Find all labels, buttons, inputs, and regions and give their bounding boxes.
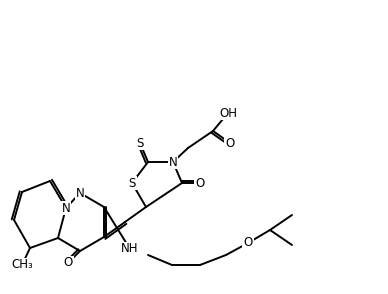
- Text: O: O: [196, 176, 204, 190]
- Text: O: O: [243, 236, 253, 250]
- Text: N: N: [169, 156, 177, 168]
- Text: O: O: [225, 136, 235, 150]
- Text: NH: NH: [121, 243, 139, 255]
- Text: CH₃: CH₃: [11, 258, 33, 271]
- Text: S: S: [128, 176, 136, 190]
- Text: N: N: [76, 186, 84, 200]
- Text: OH: OH: [219, 106, 237, 119]
- Text: N: N: [62, 201, 70, 215]
- Text: S: S: [136, 136, 144, 150]
- Text: O: O: [63, 256, 73, 270]
